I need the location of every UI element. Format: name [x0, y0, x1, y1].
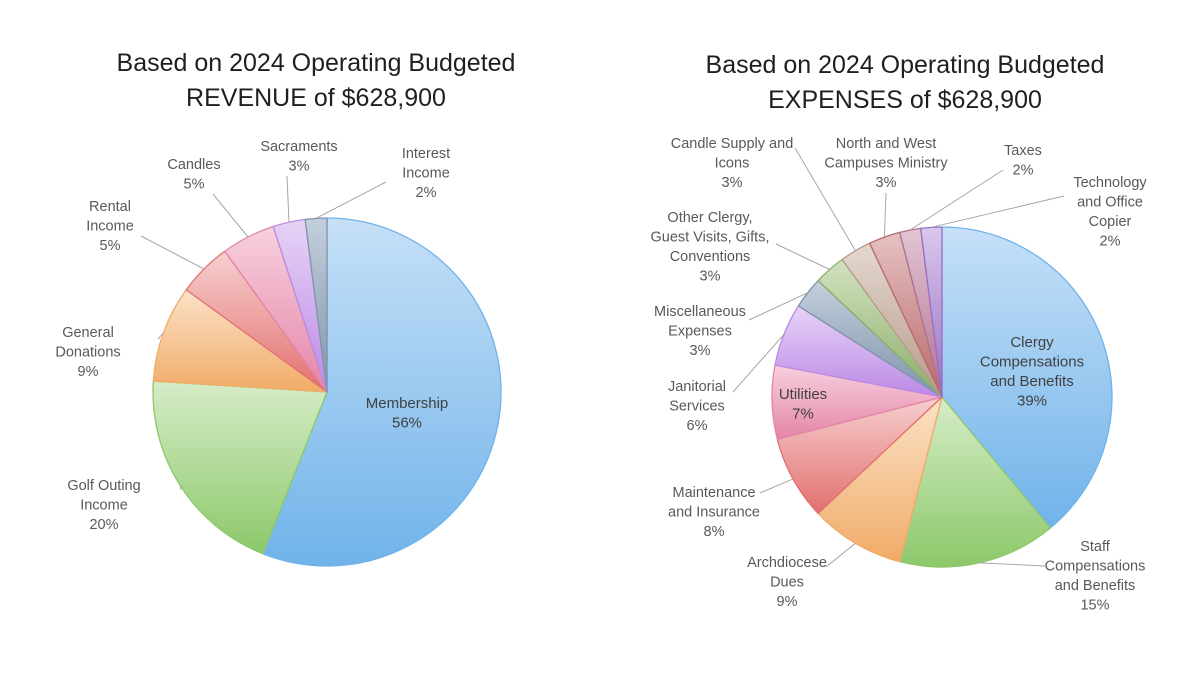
exp-slice-staff-compensations-and-benefits — [899, 396, 1052, 568]
exp-leader-other-clergy-guest-visits-gifts-conventions — [775, 243, 830, 270]
exp-label-miscellaneous-expenses: Miscellaneous Expenses 3% — [654, 304, 746, 359]
rev-label-general-donations: General Donations 9% — [55, 325, 120, 380]
rev-label-golf-outing-income: Golf Outing Income 20% — [67, 478, 140, 533]
rev-label-rental-income: Rental Income 5% — [86, 199, 134, 254]
exp-leader-miscellaneous-expenses — [748, 292, 808, 321]
exp-leader-staff-compensations-and-benefits — [979, 562, 1046, 567]
exp-leader-maintenance-and-insurance — [759, 478, 794, 494]
exp-label-other-clergy-guest-visits-gifts-conventions: Other Clergy, Guest Visits, Gifts, Convent… — [651, 210, 770, 285]
exp-label-utilities: Utilities 7% — [779, 386, 827, 423]
rev-slice-interest-income — [304, 217, 328, 393]
expenses-labels: Clergy Compensations and Benefits 39% Staff C… — [651, 136, 1148, 614]
revenue-pie-chart: Based on 2024 Operating Budgeted REVENUE… — [55, 49, 516, 567]
rev-label-sacraments: Sacraments 3% — [260, 139, 337, 175]
exp-label-candle-supply-and-icons: Candle Supply and Icons 3% — [671, 136, 794, 191]
rev-leader-interest-income — [315, 181, 387, 219]
exp-label-archdiocese-dues: Archdiocese Dues 9% — [747, 555, 827, 610]
expenses-title-line-1: Based on 2024 Operating Budgeted — [706, 51, 1105, 79]
exp-slice-archdiocese-dues — [817, 396, 943, 563]
revenue-title-line-2: REVENUE of $628,900 — [186, 84, 446, 112]
revenue-leader-lines — [140, 175, 387, 491]
rev-label-candles: Candles 5% — [167, 157, 220, 193]
rev-leader-sacraments — [286, 175, 290, 223]
revenue-labels: Membership 56% Golf Outing Income 20% General… — [55, 139, 450, 533]
exp-leader-north-and-west-campuses-ministry — [883, 192, 887, 238]
revenue-slices — [152, 217, 502, 567]
exp-leader-technology-and-office-copier — [931, 195, 1065, 228]
rev-slice-membership — [262, 217, 502, 567]
exp-label-maintenance-and-insurance: Maintenance and Insurance 8% — [668, 485, 760, 540]
rev-slice-general-donations — [152, 289, 328, 393]
exp-leader-taxes — [909, 169, 1004, 231]
expenses-leader-lines — [732, 147, 1065, 568]
expenses-slices — [771, 226, 1113, 568]
rev-leader-rental-income — [140, 235, 205, 270]
expenses-pie-chart: Based on 2024 Operating Budgeted EXPENSE… — [651, 51, 1148, 614]
rev-leader-candles — [212, 193, 249, 238]
rev-leader-general-donations — [157, 332, 164, 340]
revenue-title-line-1: Based on 2024 Operating Budgeted — [117, 49, 516, 77]
exp-leader-candle-supply-and-icons — [794, 147, 856, 251]
expenses-title-line-2: EXPENSES of $628,900 — [768, 86, 1042, 114]
exp-label-technology-and-office-copier: Technology and Office Copier 2% — [1073, 175, 1147, 250]
exp-slice-clergy-compensations-and-benefits — [941, 226, 1113, 529]
rev-label-interest-income: Interest Income 2% — [402, 146, 450, 201]
exp-label-janitorial-services: Janitorial Services 6% — [668, 379, 726, 434]
exp-leader-archdiocese-dues — [825, 542, 856, 568]
exp-label-north-and-west-campuses-ministry: North and West Campuses Ministry 3% — [824, 136, 948, 191]
exp-label-staff-compensations-and-benefits: Staff Compensations and Benefits 15% — [1045, 539, 1146, 614]
rev-label-membership: Membership 56% — [366, 395, 449, 432]
exp-leader-janitorial-services — [732, 334, 785, 393]
exp-label-taxes: Taxes 2% — [1004, 143, 1042, 179]
exp-label-clergy-compensations-and-benefits: Clergy Compensations and Benefits 39% — [980, 334, 1084, 410]
rev-leader-golf-outing-income — [179, 485, 182, 491]
